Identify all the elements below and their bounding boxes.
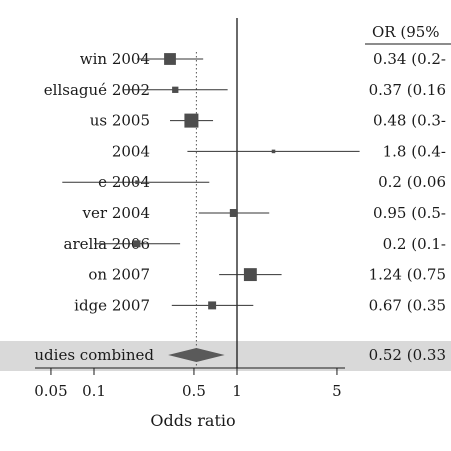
study-label: ellsagué 2002 <box>44 81 150 99</box>
study-label: us 2005 <box>90 112 150 130</box>
study-or-text: 0.2 (0.06 <box>378 173 446 191</box>
combined-label: udies combined <box>34 346 154 364</box>
study-or-text: 0.37 (0.16 <box>369 81 446 99</box>
x-axis-title: Odds ratio <box>150 411 235 430</box>
study-estimate-marker <box>271 149 276 154</box>
study-label: idge 2007 <box>74 296 150 314</box>
study-estimate-marker <box>164 53 176 65</box>
study-or-text: 1.24 (0.75 <box>369 266 446 284</box>
study-or-text: 0.34 (0.2- <box>373 50 446 68</box>
x-tick-label: 0.5 <box>182 382 206 400</box>
x-tick-label: 5 <box>332 382 342 400</box>
study-or-text: 0.95 (0.5- <box>373 204 446 222</box>
combined-or-text: 0.52 (0.33 <box>369 346 446 364</box>
or-column-header: OR (95% <box>372 23 440 41</box>
study-or-text: 0.67 (0.35 <box>369 296 446 314</box>
x-tick-label: 0.1 <box>82 382 106 400</box>
study-estimate-marker <box>184 113 199 128</box>
study-estimate-marker <box>229 209 238 217</box>
x-tick-label: 0.05 <box>34 382 67 400</box>
study-estimate-marker <box>208 301 217 310</box>
study-label: ver 2004 <box>82 204 150 222</box>
study-or-text: 0.48 (0.3- <box>373 112 446 130</box>
study-estimate-marker <box>172 86 179 93</box>
study-or-text: 1.8 (0.4- <box>383 142 446 160</box>
x-tick-label: 1 <box>232 382 242 400</box>
study-estimate-marker <box>243 268 257 282</box>
study-estimate-marker <box>133 240 141 248</box>
combined-estimate-diamond <box>168 348 225 362</box>
combined-row-band <box>0 341 451 371</box>
study-estimate-marker <box>135 180 139 184</box>
study-label: 2004 <box>112 142 150 160</box>
study-label: on 2007 <box>88 266 150 284</box>
plot-area: 0.05 0.1 0.5 1 5 win 2004 0.34 (0.2- ellsagué 2… <box>34 18 446 400</box>
study-label: win 2004 <box>80 50 150 68</box>
study-or-text: 0.2 (0.1- <box>383 235 446 253</box>
